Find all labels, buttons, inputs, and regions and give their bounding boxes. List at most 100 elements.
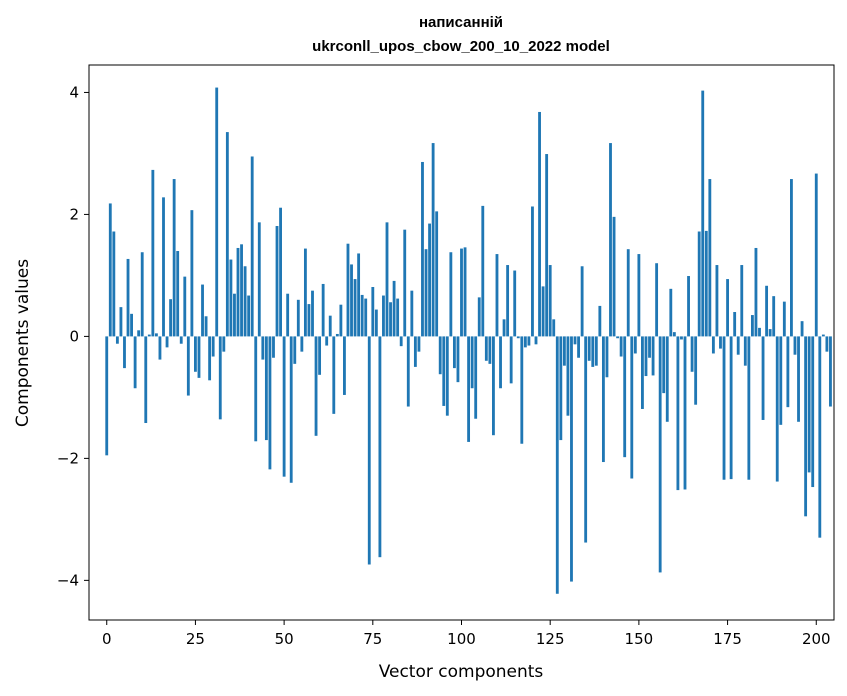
bar-82 bbox=[396, 298, 400, 337]
bar-126 bbox=[552, 319, 556, 337]
bar-89 bbox=[421, 161, 424, 337]
bar-52 bbox=[289, 336, 293, 483]
bar-194 bbox=[793, 336, 797, 355]
bar-158 bbox=[665, 336, 669, 422]
bar-198 bbox=[807, 336, 811, 473]
bar-110 bbox=[495, 254, 499, 337]
bar-199 bbox=[811, 336, 815, 488]
bar-32 bbox=[218, 336, 222, 420]
bar-138 bbox=[594, 336, 598, 366]
bar-24 bbox=[190, 210, 194, 337]
x-axis-ticks: 0 25 50 75 100 125 150 175 200 bbox=[102, 620, 831, 648]
bar-87 bbox=[413, 336, 417, 367]
bar-128 bbox=[559, 336, 563, 441]
bar-95 bbox=[442, 336, 446, 406]
bar-77 bbox=[378, 336, 382, 558]
bar-37 bbox=[236, 247, 240, 337]
bar-84 bbox=[403, 229, 407, 337]
y-tick-label: 2 bbox=[69, 205, 79, 223]
bar-15 bbox=[158, 336, 162, 360]
bar-101 bbox=[463, 247, 467, 337]
bar-39 bbox=[243, 266, 247, 337]
bar-14 bbox=[154, 333, 158, 337]
bar-195 bbox=[797, 336, 800, 422]
bar-27 bbox=[201, 284, 204, 337]
bar-40 bbox=[247, 295, 251, 337]
bar-93 bbox=[435, 211, 439, 337]
bar-30 bbox=[211, 336, 215, 357]
bar-169 bbox=[704, 230, 708, 337]
x-tick-label: 0 bbox=[102, 630, 112, 648]
bar-204 bbox=[829, 336, 832, 407]
bar-157 bbox=[662, 336, 666, 394]
bar-50 bbox=[282, 336, 286, 477]
bar-159 bbox=[669, 288, 673, 337]
bar-167 bbox=[697, 231, 701, 337]
bar-176 bbox=[729, 336, 733, 480]
bar-71 bbox=[357, 253, 361, 337]
bar-141 bbox=[605, 336, 609, 378]
y-axis-ticks: −4 −2 0 2 4 bbox=[57, 83, 89, 589]
bar-88 bbox=[417, 336, 421, 352]
bar-136 bbox=[587, 336, 591, 361]
bar-67 bbox=[343, 336, 346, 395]
bar-96 bbox=[445, 336, 449, 416]
bar-145 bbox=[619, 336, 623, 357]
bar-49 bbox=[279, 207, 282, 337]
bar-203 bbox=[825, 336, 829, 352]
bar-197 bbox=[804, 336, 808, 517]
bar-73 bbox=[364, 298, 368, 337]
bar-25 bbox=[194, 336, 197, 372]
bar-104 bbox=[474, 336, 478, 419]
bar-47 bbox=[272, 336, 275, 358]
bar-143 bbox=[612, 216, 616, 337]
bar-178 bbox=[736, 336, 740, 355]
bar-161 bbox=[676, 336, 680, 491]
bar-164 bbox=[687, 276, 690, 337]
bar-23 bbox=[186, 336, 190, 396]
bar-1 bbox=[108, 203, 112, 337]
bar-91 bbox=[428, 223, 431, 337]
bar-19 bbox=[172, 179, 176, 337]
bar-36 bbox=[233, 293, 236, 337]
bar-148 bbox=[630, 336, 634, 479]
x-tick-label: 75 bbox=[363, 630, 382, 648]
bar-188 bbox=[772, 296, 776, 337]
bar-109 bbox=[492, 336, 495, 436]
chart-subtitle: ukrconll_upos_cbow_200_10_2022 model bbox=[312, 38, 610, 55]
bar-118 bbox=[523, 336, 527, 348]
bar-170 bbox=[708, 179, 712, 337]
bar-163 bbox=[683, 336, 687, 490]
bar-86 bbox=[410, 290, 414, 337]
bar-192 bbox=[786, 336, 790, 408]
bar-107 bbox=[484, 336, 488, 361]
bar-12 bbox=[147, 334, 151, 337]
bar-175 bbox=[726, 279, 729, 337]
bar-61 bbox=[321, 283, 325, 337]
bar-26 bbox=[197, 336, 201, 378]
bar-174 bbox=[722, 336, 726, 480]
bar-79 bbox=[385, 222, 389, 337]
bar-5 bbox=[123, 336, 126, 369]
bar-115 bbox=[513, 270, 517, 337]
bar-180 bbox=[743, 336, 747, 366]
bar-185 bbox=[761, 336, 765, 420]
bar-4 bbox=[119, 307, 123, 337]
bar-121 bbox=[534, 336, 538, 345]
bar-181 bbox=[747, 336, 751, 480]
x-tick-label: 175 bbox=[713, 630, 742, 648]
bar-33 bbox=[222, 336, 226, 352]
bar-196 bbox=[800, 321, 804, 337]
bar-103 bbox=[470, 336, 474, 389]
bar-64 bbox=[332, 336, 336, 414]
bar-78 bbox=[382, 295, 385, 337]
bar-83 bbox=[399, 336, 403, 347]
bar-97 bbox=[449, 252, 453, 337]
bar-60 bbox=[318, 336, 322, 375]
bar-59 bbox=[314, 336, 318, 436]
bar-160 bbox=[672, 332, 676, 337]
bar-144 bbox=[616, 336, 620, 339]
bar-35 bbox=[229, 259, 233, 337]
x-tick-label: 100 bbox=[447, 630, 476, 648]
bar-55 bbox=[300, 336, 304, 352]
